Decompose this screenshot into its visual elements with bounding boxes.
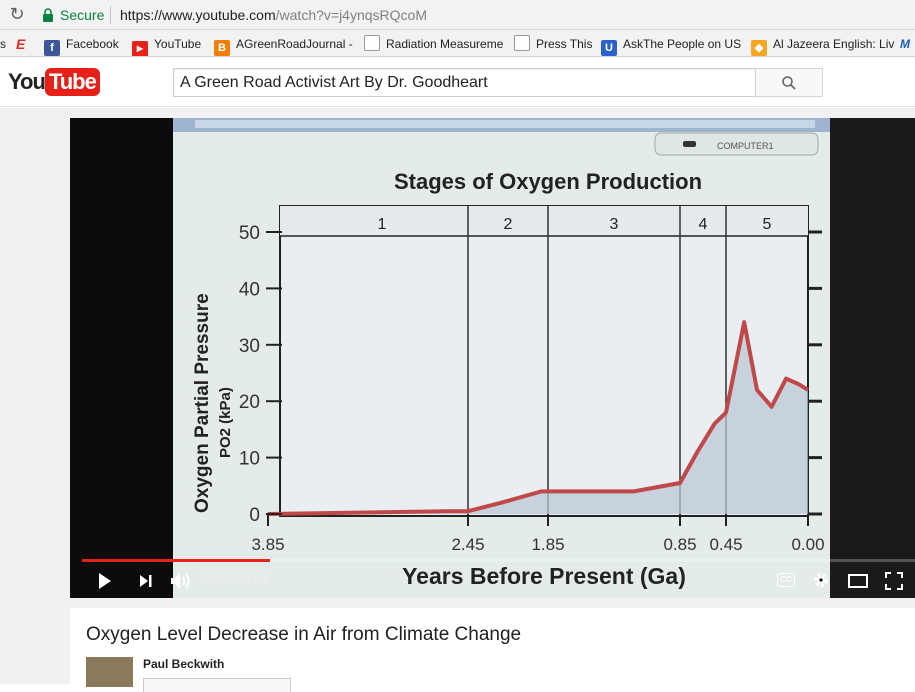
bookmark-label: Facebook bbox=[66, 37, 119, 51]
channel-name[interactable]: Paul Beckwith bbox=[143, 657, 225, 671]
reload-icon[interactable]: ↻ bbox=[9, 4, 25, 25]
url-host: https://www.youtube.com bbox=[120, 7, 276, 23]
y-tick-label: 20 bbox=[239, 392, 260, 413]
x-tick-label: 0.45 bbox=[709, 535, 742, 554]
x-tick-label: 3.85 bbox=[251, 535, 284, 554]
youtube-icon: ▶ bbox=[132, 41, 148, 56]
logo-tube: Tube bbox=[44, 68, 100, 96]
play-icon[interactable] bbox=[98, 573, 112, 589]
avatar[interactable] bbox=[86, 657, 133, 687]
x-tick-label: 2.45 bbox=[451, 535, 484, 554]
settings-gear-icon[interactable] bbox=[812, 571, 830, 589]
x-tick-label: 0.85 bbox=[663, 535, 696, 554]
bookmark-facebook[interactable]: f Facebook bbox=[44, 34, 119, 56]
secure-label: Secure bbox=[60, 7, 105, 23]
stage-label: 2 bbox=[504, 216, 513, 233]
progress-bar[interactable] bbox=[82, 559, 915, 562]
bookmark-overflow-right[interactable]: M bbox=[900, 37, 910, 51]
chart-title: Stages of Oxygen Production bbox=[394, 169, 702, 194]
bookmark-press-this[interactable]: Press This bbox=[514, 34, 592, 54]
address-separator bbox=[110, 6, 111, 24]
cc-button[interactable]: CC bbox=[777, 573, 795, 587]
page-icon bbox=[514, 35, 530, 51]
next-icon[interactable] bbox=[140, 575, 152, 587]
progress-fill bbox=[82, 559, 271, 562]
bookmark-label: AskThe People on US bbox=[623, 37, 742, 51]
url-field[interactable]: https://www.youtube.com/watch?v=j4ynqsRQ… bbox=[120, 7, 427, 23]
y-tick-label: 30 bbox=[239, 336, 260, 357]
facebook-icon: f bbox=[44, 40, 60, 56]
video-title: Oxygen Level Decrease in Air from Climat… bbox=[86, 624, 522, 645]
bookmark-overflow[interactable]: s bbox=[0, 37, 6, 51]
player-controls: 3:23 / 14:59 CC bbox=[70, 550, 915, 598]
bookmark-radiation[interactable]: Radiation Measureme bbox=[364, 34, 503, 54]
stage-label: 3 bbox=[610, 216, 619, 233]
video-player[interactable]: COMPUTER1 Stages of Oxygen Production Ox… bbox=[70, 118, 915, 598]
subscribe-button[interactable] bbox=[143, 678, 291, 692]
screen-label: COMPUTER1 bbox=[717, 141, 774, 151]
bookmark-label: Press This bbox=[536, 37, 593, 51]
fullscreen-icon[interactable] bbox=[885, 572, 903, 590]
lock-icon bbox=[43, 8, 53, 22]
bookmark-label: Radiation Measureme bbox=[386, 37, 504, 51]
y-tick-label: 50 bbox=[239, 223, 260, 244]
bookmarks-bar: s E f Facebook ▶ YouTube B AGreenRoadJourna… bbox=[0, 30, 915, 57]
bookmark-asktheperson[interactable]: U AskThe People on US bbox=[601, 34, 742, 56]
volume-icon[interactable] bbox=[170, 572, 192, 590]
chart-ylabel: Oxygen Partial Pressure bbox=[192, 293, 213, 513]
bookmark-agreenroadjournal[interactable]: B AGreenRoadJournal - bbox=[214, 34, 353, 56]
search-icon bbox=[782, 76, 796, 90]
url-path: /watch?v=j4ynqsRQcoM bbox=[275, 7, 427, 23]
blogger-icon: B bbox=[214, 40, 230, 56]
search-input[interactable] bbox=[173, 68, 756, 97]
stage-label: 1 bbox=[378, 216, 387, 233]
x-tick-label: 1.85 bbox=[531, 535, 564, 554]
youtube-logo[interactable]: You Tube bbox=[8, 68, 100, 98]
chart-ylabel-units: PO2 (kPa) bbox=[217, 387, 234, 458]
video-frame[interactable]: COMPUTER1 Stages of Oxygen Production Ox… bbox=[70, 118, 915, 598]
page-icon bbox=[364, 35, 380, 51]
youtube-header: You Tube bbox=[0, 57, 915, 107]
screen-toolbar bbox=[195, 120, 815, 128]
u-icon: U bbox=[601, 40, 617, 56]
aljazeera-icon: ◆ bbox=[751, 40, 767, 56]
bookmark-aljazeera[interactable]: ◆ Al Jazeera English: Liv bbox=[751, 34, 895, 56]
x-tick-label: 0.00 bbox=[791, 535, 824, 554]
y-tick-label: 40 bbox=[239, 279, 260, 300]
stage-label: 5 bbox=[763, 216, 772, 233]
stage-label: 4 bbox=[699, 216, 708, 233]
bookmark-label: AGreenRoadJournal - bbox=[236, 37, 353, 51]
y-tick-label: 10 bbox=[239, 449, 260, 470]
video-info-card: Oxygen Level Decrease in Air from Climat… bbox=[70, 608, 915, 692]
search-button[interactable] bbox=[755, 68, 823, 97]
time-display: 3:23 / 14:59 bbox=[204, 572, 268, 586]
cc-label: CC bbox=[780, 575, 792, 584]
oxygen-curve bbox=[267, 320, 810, 516]
y-tick-label: 0 bbox=[249, 505, 260, 526]
chart-xlabel: Years Before Present (Ga) bbox=[402, 563, 686, 589]
bookmark-label: Al Jazeera English: Liv bbox=[773, 37, 895, 51]
browser-address-bar: ↻ Secure https://www.youtube.com/watch?v… bbox=[0, 0, 915, 30]
e-icon[interactable]: E bbox=[16, 36, 26, 52]
bookmark-youtube[interactable]: ▶ YouTube bbox=[132, 34, 202, 56]
logo-you: You bbox=[8, 69, 46, 94]
bookmark-label: YouTube bbox=[154, 37, 202, 51]
theater-mode-icon[interactable] bbox=[848, 574, 868, 588]
area-fill bbox=[268, 322, 808, 514]
